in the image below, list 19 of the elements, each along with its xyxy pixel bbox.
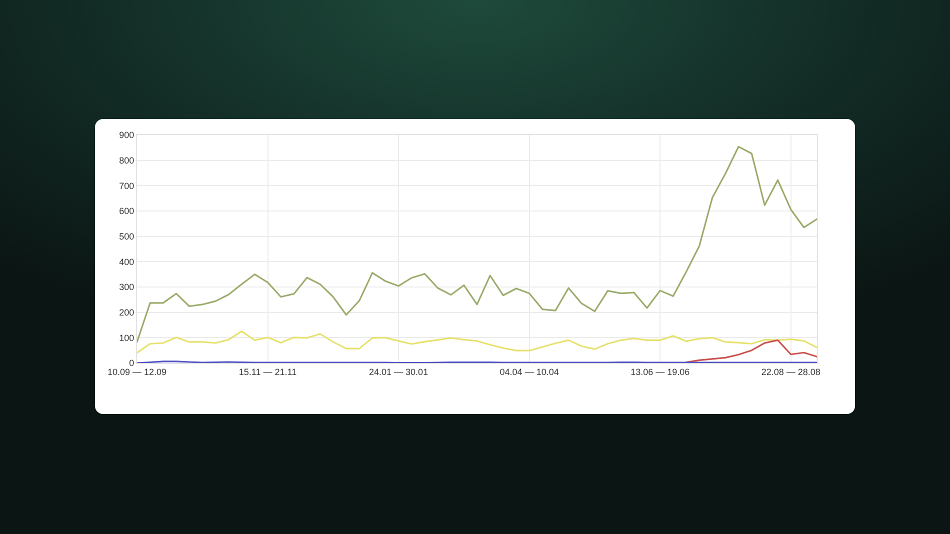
y-tick-label: 300 [119, 282, 134, 292]
line-series [137, 330, 817, 354]
x-tick-label: 24.01 — 30.01 [369, 366, 428, 377]
x-tick-label: 22.08 — 28.08 [761, 366, 820, 377]
x-tick-label: 13.06 — 19.06 [630, 366, 690, 377]
y-tick-label: 600 [119, 206, 134, 216]
y-tick-label: 0 [129, 358, 134, 368]
y-tick-label: 200 [119, 307, 134, 318]
x-tick-label: 04.04 — 10.04 [500, 366, 559, 377]
line-series [137, 146, 817, 343]
y-tick-label: 100 [119, 332, 134, 343]
x-tick-label: 10.09 — 12.09 [107, 366, 167, 377]
line-series [685, 339, 817, 363]
y-tick-label: 700 [119, 180, 134, 191]
y-tick-label: 900 [119, 130, 134, 140]
y-tick-label: 500 [119, 231, 134, 242]
y-tick-label: 400 [119, 256, 134, 267]
y-tick-label: 800 [119, 155, 134, 166]
x-tick-label: 15.11 — 21.11 [238, 366, 297, 377]
